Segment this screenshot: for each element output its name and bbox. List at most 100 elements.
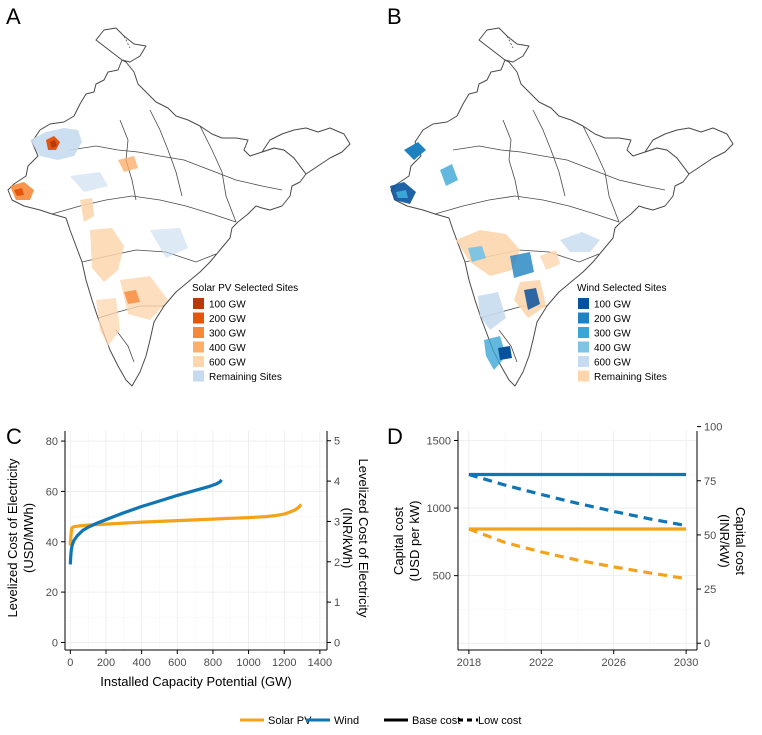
panel-b-legend-label: 100 GW: [594, 300, 631, 311]
x-tick-label: 1000: [236, 657, 260, 669]
y-right-tick-label: 50: [704, 530, 716, 542]
panel-a-legend-label: Remaining Sites: [209, 372, 282, 383]
panel-a-legend-swatch: [193, 341, 204, 353]
x-tick-label: 2018: [457, 657, 481, 669]
x-tick-label: 600: [168, 657, 186, 669]
legend-wind-label: Wind: [334, 715, 359, 727]
panel-a-legend-label: 400 GW: [209, 343, 246, 354]
panel-b-legend-label: Remaining Sites: [594, 372, 667, 383]
india-map-outline: [390, 27, 734, 387]
y-tick-label: 1500: [427, 435, 451, 447]
panel-c-y-right-axis-title: Levelized Cost of Electricity (INR/kWh): [340, 459, 371, 618]
x-tick-label: 400: [132, 657, 150, 669]
legend-solar-label: Solar PV: [268, 715, 312, 727]
panel-d-axes: 2018 2022 2026 2030 500 1000 1500 0 25 50 75 100: [427, 422, 723, 669]
panel-a-legend-title: Solar PV Selected Sites: [192, 283, 298, 294]
wind-low-cost-line: [468, 472, 687, 528]
legend-low-cost-label: Low cost: [478, 715, 521, 727]
panel-b-legend-label: 200 GW: [594, 314, 631, 325]
india-map-outline: [7, 27, 351, 387]
panel-d-gridlines: [458, 431, 697, 650]
panel-b-legend-swatch: [578, 298, 589, 309]
panel-b-wind-map: B: [387, 4, 734, 387]
panel-b-legend-swatch: [578, 312, 589, 324]
x-tick-label: 2022: [529, 657, 553, 669]
panel-d-y-right-title-line-1: Capital cost: [733, 507, 748, 575]
panel-c-letter: C: [6, 424, 22, 449]
y-right-tick-label: 3: [334, 516, 340, 528]
y-tick-label: 20: [46, 587, 58, 599]
y-right-tick-label: 1: [334, 597, 340, 609]
y-right-tick-label: 2: [334, 557, 340, 569]
panel-d-y-title-line-1: Capital cost: [391, 507, 406, 575]
panel-b-legend-swatch: [578, 356, 589, 367]
panel-b-legend-swatch: [578, 327, 589, 338]
panel-c-y-right-title-line-2: (INR/kWh): [340, 508, 355, 569]
wind-line: [68, 478, 223, 565]
panel-d-series: [468, 472, 687, 581]
x-tick-label: 200: [97, 657, 115, 669]
panel-a-legend-label: 100 GW: [209, 300, 246, 311]
panel-b-legend-swatch: [578, 370, 589, 382]
y-tick-label: 80: [46, 436, 58, 448]
panel-c-series: [68, 478, 303, 565]
y-tick-label: 40: [46, 537, 58, 549]
panel-d-y-right-axis-title: Capital cost (INR/kW): [717, 507, 748, 575]
solar-pv-line: [68, 503, 303, 546]
panel-c-lcoe-chart: C 0 200 400 600 800 1000 1200 14000204060800123…: [5, 424, 371, 689]
x-tick-label: 2030: [674, 657, 698, 669]
x-tick-label: 800: [204, 657, 222, 669]
y-right-tick-label: 100: [704, 422, 722, 434]
panel-a-legend: Solar PV Selected Sites 100 GW 200 GW 300 …: [192, 283, 298, 383]
x-tick-label: 1200: [272, 657, 296, 669]
panel-d-capital-cost-chart: D 2018 2022 2026 2030500100015000255075100 …: [387, 422, 748, 669]
y-tick-label: 500: [433, 571, 451, 583]
panel-b-legend-swatch: [578, 341, 589, 353]
x-tick-label: 2026: [601, 657, 625, 669]
y-right-tick-label: 75: [704, 476, 716, 488]
panel-b-letter: B: [387, 4, 402, 29]
panel-a-solar-map: A: [6, 4, 351, 387]
panel-b-legend-label: 300 GW: [594, 329, 631, 340]
panel-a-legend-label: 600 GW: [209, 358, 246, 369]
y-tick-label: 1000: [427, 503, 451, 515]
legend-base-cost-label: Base cost: [412, 715, 460, 727]
panel-b-legend-title: Wind Selected Sites: [577, 283, 667, 294]
y-right-tick-label: 4: [334, 476, 340, 488]
y-tick-label: 0: [52, 637, 58, 649]
panel-d-y-right-title-line-2: (INR/kW): [717, 514, 732, 567]
panel-b-legend-label: 400 GW: [594, 343, 631, 354]
panel-a-legend-label: 300 GW: [209, 329, 246, 340]
panel-c-x-axis-title: Installed Capacity Potential (GW): [100, 674, 291, 689]
panel-a-legend-swatch: [193, 312, 204, 324]
panel-a-legend-swatch: [193, 370, 204, 382]
panel-a-legend-swatch: [193, 298, 204, 309]
wind-site-patches: [390, 142, 600, 370]
panel-d-y-title-line-2: (USD per kW): [407, 501, 422, 582]
panel-a-legend-swatch: [193, 327, 204, 338]
x-tick-label: 1400: [308, 657, 332, 669]
panel-d-y-axis-title: Capital cost (USD per kW): [391, 501, 422, 582]
solar-site-patches: [10, 128, 188, 346]
panel-d-letter: D: [387, 424, 403, 449]
y-tick-label: 60: [46, 486, 58, 498]
panel-a-legend-swatch: [193, 356, 204, 367]
panel-a-legend-label: 200 GW: [209, 314, 246, 325]
y-right-tick-label: 0: [334, 637, 340, 649]
panel-c-y-title-line-2: (USD/MWh): [21, 503, 36, 573]
y-right-tick-label: 0: [704, 638, 710, 650]
panel-b-legend: Wind Selected Sites 100 GW 200 GW 300 GW 40…: [577, 283, 667, 383]
solar-pv-low-cost-line: [468, 527, 687, 581]
panel-c-gridlines: [65, 431, 327, 650]
bottom-legend: Solar PV Wind Base cost Low cost: [240, 715, 521, 727]
panel-a-letter: A: [6, 4, 21, 29]
panel-b-legend-label: 600 GW: [594, 358, 631, 369]
panel-c-y-right-title-line-1: Levelized Cost of Electricity: [356, 459, 371, 618]
panel-c-y-axis-title: Levelized Cost of Electricity (USD/MWh): [5, 458, 36, 617]
y-right-tick-label: 25: [704, 584, 716, 596]
panel-c-y-title-line-1: Levelized Cost of Electricity: [5, 458, 20, 617]
y-right-tick-label: 5: [334, 436, 340, 448]
x-tick-label: 0: [67, 657, 73, 669]
